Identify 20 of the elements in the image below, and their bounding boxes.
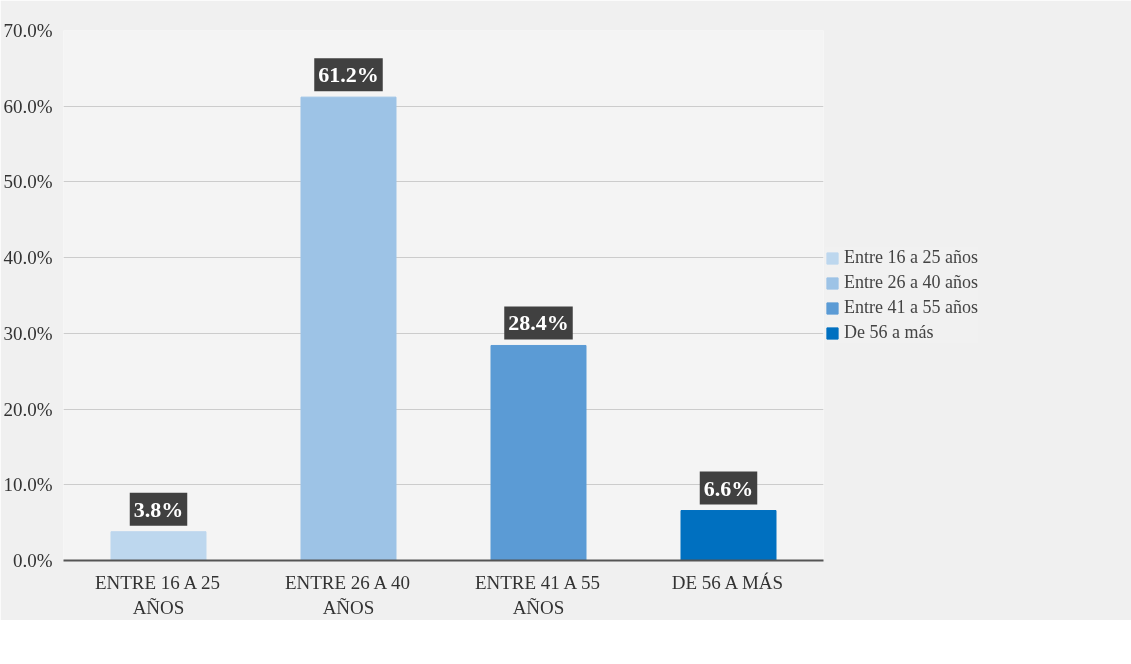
legend-label: De 56 a más [844,322,934,343]
data-label: 6.6% [703,475,754,501]
y-tick-label: 30.0% [3,322,53,344]
y-tick-label: 0.0% [12,550,53,571]
data-label: 3.8% [133,496,184,522]
legend-label: Entre 16 a 25 años [844,247,978,268]
y-tick-label: 50.0% [3,171,53,193]
legend-label: Entre 41 a 55 años [844,297,978,318]
y-tick-label: 10.0% [3,474,53,496]
x-tick-label: ENTRE 16 A 25 AÑOS [94,571,220,618]
y-tick-label: 70.0% [3,20,53,41]
x-tick-label: DE 56 A MÁS [671,571,784,593]
x-tick-label: ENTRE 26 A 40 AÑOS [284,571,410,618]
y-tick-label: 60.0% [3,95,53,117]
data-label: 28.4% [508,310,569,336]
y-tick-label: 20.0% [3,398,53,420]
data-label: 61.2% [318,62,379,88]
x-tick-label: ENTRE 41 A 55 AÑOS [474,571,600,618]
y-tick-label: 40.0% [3,247,53,269]
legend-label: Entre 26 a 40 años [844,272,978,293]
